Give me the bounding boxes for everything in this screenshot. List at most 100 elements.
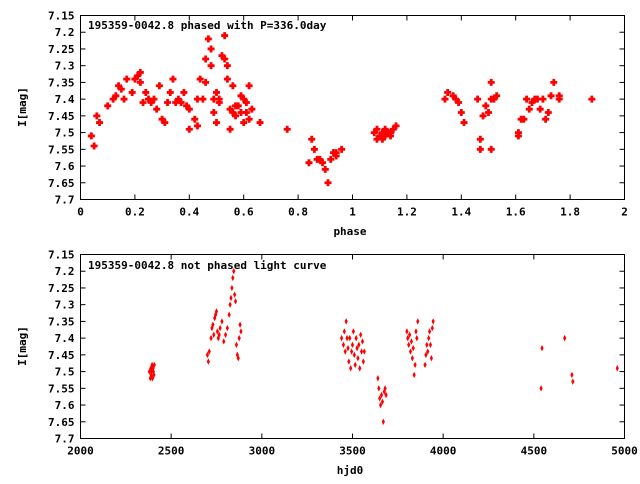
data-point — [332, 149, 340, 157]
data-point — [196, 75, 204, 83]
data-point — [379, 391, 384, 399]
data-point — [536, 105, 544, 113]
data-point — [542, 115, 550, 123]
data-point — [525, 105, 533, 113]
data-point — [237, 334, 241, 342]
data-point — [431, 318, 435, 325]
data-point — [177, 98, 185, 106]
y-tick-label: 7.45 — [48, 349, 75, 362]
data-point — [237, 109, 245, 117]
data-point — [416, 318, 420, 325]
data-point — [381, 132, 389, 140]
data-point — [476, 135, 484, 143]
y-tick-label: 7.7 — [55, 433, 75, 446]
data-point — [539, 385, 543, 392]
data-point — [217, 331, 221, 338]
data-point — [245, 115, 253, 123]
data-point — [136, 78, 144, 86]
data-point — [123, 75, 131, 83]
data-point — [479, 112, 487, 120]
x-tick-label: 5000 — [611, 445, 638, 458]
data-point — [202, 78, 210, 86]
data-point — [407, 341, 411, 349]
data-point — [344, 318, 348, 325]
data-point — [233, 291, 237, 298]
data-point — [441, 95, 449, 103]
data-point — [413, 361, 417, 369]
y-tick-label: 7.55 — [48, 143, 75, 156]
data-point — [414, 328, 418, 335]
y-tick-label: 7.7 — [55, 194, 75, 207]
data-point — [225, 324, 229, 332]
data-point — [139, 98, 147, 106]
data-point — [232, 112, 240, 120]
data-point — [349, 365, 353, 372]
data-point — [240, 119, 248, 127]
data-point — [341, 341, 346, 349]
y-tick-label: 7.2 — [55, 26, 75, 39]
data-point — [345, 334, 349, 342]
data-point — [412, 371, 416, 379]
data-point — [245, 82, 253, 90]
data-point — [207, 62, 215, 70]
data-point — [236, 355, 240, 362]
data-point — [134, 72, 142, 80]
x-tick-label: 1.2 — [397, 206, 417, 219]
data-point — [226, 105, 234, 113]
data-point — [231, 274, 235, 282]
data-point — [423, 361, 427, 369]
x-tick-label: 1.6 — [506, 206, 526, 219]
data-point — [220, 318, 224, 325]
y-tick-label: 7.25 — [48, 282, 75, 295]
data-point — [392, 122, 400, 130]
data-point — [474, 95, 482, 103]
data-point — [169, 75, 177, 83]
data-point — [571, 378, 575, 385]
data-point — [362, 348, 366, 355]
data-point — [376, 375, 380, 382]
data-point — [204, 35, 212, 43]
data-points — [87, 32, 596, 187]
data-point — [452, 95, 460, 103]
data-point — [202, 55, 210, 63]
x-axis-label: hjd0 — [337, 464, 364, 477]
y-tick-label: 7.25 — [48, 43, 75, 56]
data-point — [232, 268, 236, 275]
x-tick-label: 1.4 — [451, 206, 471, 219]
data-point — [185, 125, 193, 133]
data-point — [359, 348, 364, 355]
data-point — [354, 334, 358, 342]
y-tick-label: 7.4 — [55, 332, 75, 345]
data-point — [221, 55, 229, 63]
data-point — [104, 102, 112, 110]
data-point — [415, 334, 419, 342]
data-point — [550, 78, 558, 86]
data-point — [378, 395, 382, 402]
data-point — [210, 109, 218, 117]
data-point — [387, 129, 395, 137]
x-tick-label: 2500 — [158, 445, 185, 458]
y-tick-label: 7.6 — [55, 399, 75, 412]
data-point — [193, 122, 201, 130]
data-point — [158, 115, 166, 123]
data-point — [152, 361, 156, 369]
data-point — [340, 334, 344, 342]
data-point — [227, 311, 231, 318]
y-tick-label: 7.6 — [55, 160, 75, 173]
data-point — [563, 334, 567, 342]
data-point — [183, 102, 191, 110]
data-point — [214, 308, 219, 315]
data-point — [228, 301, 232, 308]
data-point — [324, 179, 332, 187]
data-point — [223, 331, 228, 338]
data-point — [152, 371, 156, 379]
tick-group: 2000 2500 3000 3500 4000 4500 5000 7.15 7.2 7.25 7… — [48, 249, 638, 458]
x-tick-label: 4500 — [521, 445, 548, 458]
phased-plot: 195359-0042.8 phased with P=336.0day pha… — [16, 10, 628, 239]
data-point — [533, 95, 541, 103]
data-point — [356, 355, 360, 362]
data-point — [408, 348, 413, 355]
x-tick-label: 0.4 — [179, 206, 199, 219]
chart-title: 195359-0042.8 phased with P=336.0day — [88, 19, 327, 32]
data-point — [411, 344, 415, 352]
